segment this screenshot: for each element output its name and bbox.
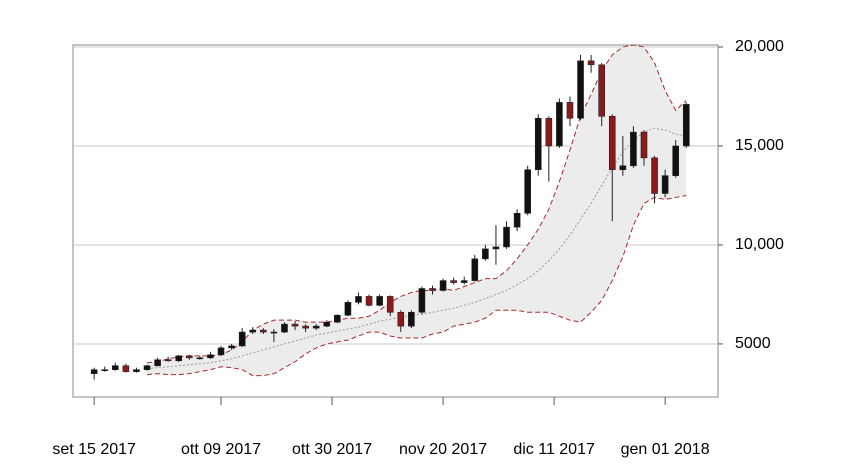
- candle-body: [429, 288, 436, 291]
- band-lower: [146, 194, 687, 377]
- candle-body: [101, 369, 109, 371]
- candle-body: [682, 104, 690, 147]
- candle-body: [651, 157, 658, 194]
- band-fill: [147, 45, 687, 376]
- candle-body: [249, 329, 257, 333]
- candle-body: [154, 359, 161, 367]
- candle-body: [577, 60, 584, 119]
- candle-body: [672, 145, 680, 176]
- x-tick-label: set 15 2017: [52, 441, 136, 458]
- candle-body: [408, 311, 415, 327]
- candle-body: [143, 365, 151, 370]
- candle-body: [598, 64, 605, 117]
- candle-body: [111, 365, 119, 370]
- candle-body: [524, 169, 531, 214]
- candle-body: [196, 357, 204, 360]
- candle-body: [439, 280, 447, 291]
- candle-body: [186, 355, 193, 359]
- candle-body: [291, 323, 299, 327]
- candle-body: [661, 175, 669, 194]
- candle-body: [175, 355, 183, 362]
- y-tick-label: 20,000: [735, 38, 784, 55]
- x-tick-label: nov 20 2017: [399, 441, 487, 458]
- candle-body: [270, 331, 278, 334]
- candle-body: [133, 369, 140, 372]
- x-tick-label: ott 30 2017: [292, 441, 372, 458]
- candle-body: [503, 226, 510, 248]
- candle-body: [619, 165, 627, 171]
- candle-body: [312, 325, 320, 329]
- candle-body: [492, 246, 500, 250]
- candle-body: [640, 131, 648, 159]
- candle-body: [386, 296, 394, 313]
- candle-body: [217, 347, 225, 356]
- band-upper: [146, 44, 687, 364]
- candle-body: [302, 325, 309, 329]
- candle-body: [281, 323, 288, 333]
- x-tick-label: dic 11 2017: [513, 441, 595, 458]
- candle-body: [566, 102, 574, 119]
- x-tick-label: gen 01 2018: [621, 441, 710, 458]
- y-tick-label: 5000: [735, 335, 771, 352]
- candle-body: [260, 329, 267, 333]
- candle-body: [450, 280, 457, 283]
- candle-body: [344, 302, 352, 316]
- candle-body: [534, 117, 542, 171]
- candle-body: [587, 60, 595, 66]
- candle-body: [365, 296, 373, 306]
- candle-body: [238, 331, 246, 347]
- candle-body: [608, 115, 616, 171]
- candle-body: [122, 365, 130, 372]
- candle-body: [545, 117, 553, 147]
- candle-body: [460, 280, 468, 283]
- candle-body: [376, 296, 383, 306]
- y-tick-label: 10,000: [735, 236, 784, 253]
- candle-body: [418, 288, 426, 313]
- candle-body: [90, 369, 98, 374]
- candle-body: [513, 212, 521, 228]
- plot-frame: [72, 44, 719, 398]
- y-tick-label: 15,000: [735, 137, 784, 154]
- candle-body: [323, 321, 331, 327]
- candle-body: [164, 359, 172, 362]
- x-tick-label: ott 09 2017: [181, 441, 261, 458]
- candle-body: [471, 258, 479, 281]
- candle-body: [630, 131, 637, 167]
- candle-body: [355, 296, 362, 303]
- candle-body: [207, 354, 214, 359]
- candle-body: [334, 314, 341, 323]
- candle-body: [556, 102, 563, 147]
- candle-body: [397, 311, 405, 327]
- candle-body: [482, 248, 489, 260]
- candle-body: [228, 345, 235, 349]
